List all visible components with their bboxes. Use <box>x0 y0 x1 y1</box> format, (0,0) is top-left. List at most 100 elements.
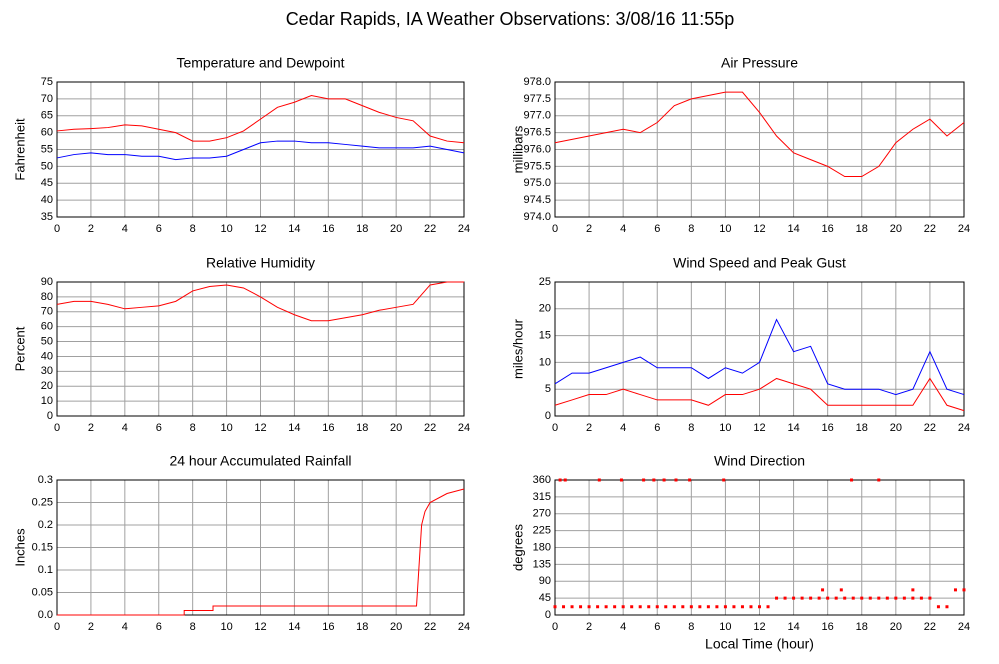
x-tick-label: 20 <box>890 621 902 633</box>
plot-frame <box>554 81 965 218</box>
data-point <box>953 588 957 592</box>
data-point <box>662 478 666 482</box>
y-tick-label: 45 <box>41 177 53 189</box>
x-tick-label: 14 <box>787 223 799 235</box>
y-tick-label: 15 <box>539 330 551 342</box>
data-point <box>839 588 843 592</box>
y-tick-label: 70 <box>41 93 53 105</box>
y-tick-label: 10 <box>539 356 551 368</box>
y-tick-label: 974.0 <box>523 211 551 223</box>
x-tick-label: 18 <box>356 621 368 633</box>
chart-title: 24 hour Accumulated Rainfall <box>169 453 351 469</box>
chart-title: Relative Humidity <box>206 255 315 271</box>
y-axis-label: Fahrenheit <box>12 118 27 181</box>
data-point <box>689 605 693 609</box>
x-tick-label: 24 <box>958 422 970 434</box>
y-tick-label: 270 <box>533 508 551 520</box>
x-tick-label: 8 <box>688 422 694 434</box>
y-tick-label: 5 <box>545 383 551 395</box>
x-tick-label: 14 <box>787 422 799 434</box>
data-point <box>792 596 796 600</box>
y-tick-label: 55 <box>41 143 53 155</box>
data-point <box>775 596 779 600</box>
data-point <box>563 478 567 482</box>
y-tick-label: 40 <box>41 350 53 362</box>
x-tick-label: 12 <box>254 621 266 633</box>
y-tick-label: 25 <box>539 276 551 288</box>
data-point <box>821 588 825 592</box>
page-title: Cedar Rapids, IA Weather Observations: 3… <box>286 9 735 29</box>
x-tick-label: 6 <box>156 621 162 633</box>
x-tick-label: 4 <box>122 621 128 633</box>
y-axis-label: miles/hour <box>510 318 525 379</box>
x-tick-label: 8 <box>688 223 694 235</box>
data-point <box>672 605 676 609</box>
y-axis-label: degrees <box>510 524 525 571</box>
data-point <box>850 478 854 482</box>
data-point <box>698 605 702 609</box>
data-point <box>766 605 770 609</box>
data-point <box>664 605 668 609</box>
data-point <box>688 478 692 482</box>
x-tick-label: 22 <box>424 223 436 235</box>
x-tick-label: 0 <box>54 223 60 235</box>
data-point <box>911 596 915 600</box>
data-point <box>621 605 625 609</box>
data-point <box>919 596 923 600</box>
data-point <box>715 605 719 609</box>
x-tick-label: 14 <box>288 621 300 633</box>
y-tick-label: 315 <box>533 491 551 503</box>
y-tick-label: 0 <box>545 410 551 422</box>
chart-title: Wind Speed and Peak Gust <box>673 255 846 271</box>
x-tick-label: 8 <box>190 223 196 235</box>
data-point <box>630 605 634 609</box>
x-tick-label: 18 <box>356 223 368 235</box>
x-tick-label: 2 <box>586 621 592 633</box>
x-tick-label: 24 <box>458 422 470 434</box>
y-axis-label: millibars <box>510 125 525 173</box>
x-tick-label: 20 <box>390 422 402 434</box>
data-point <box>809 596 813 600</box>
data-point <box>877 596 881 600</box>
x-tick-label: 22 <box>924 621 936 633</box>
x-tick-label: 18 <box>356 422 368 434</box>
data-point <box>868 596 872 600</box>
data-point <box>928 596 932 600</box>
x-tick-label: 14 <box>288 422 300 434</box>
y-tick-label: 60 <box>41 127 53 139</box>
x-tick-label: 6 <box>156 223 162 235</box>
data-line <box>56 281 464 322</box>
plot-frame <box>56 81 465 218</box>
y-tick-label: 65 <box>41 110 53 122</box>
y-tick-label: 50 <box>41 160 53 172</box>
data-point <box>749 605 753 609</box>
y-tick-label: 50 <box>41 335 53 347</box>
x-tick-label: 16 <box>822 621 834 633</box>
data-point <box>877 478 881 482</box>
x-tick-label: 2 <box>88 621 94 633</box>
plot-frame <box>56 281 465 417</box>
data-point <box>647 605 651 609</box>
data-point <box>894 596 898 600</box>
y-tick-label: 977.0 <box>523 110 551 122</box>
data-point <box>674 478 678 482</box>
x-tick-label: 16 <box>822 422 834 434</box>
y-tick-label: 0.15 <box>32 541 53 553</box>
y-tick-label: 90 <box>41 276 53 288</box>
data-line <box>554 318 965 396</box>
x-tick-label: 16 <box>322 223 334 235</box>
x-tick-label: 14 <box>787 621 799 633</box>
y-tick-label: 60 <box>41 321 53 333</box>
data-point <box>638 605 642 609</box>
data-point <box>655 605 659 609</box>
data-point <box>826 596 830 600</box>
plot-frame <box>56 479 465 616</box>
x-tick-label: 10 <box>220 422 232 434</box>
data-point <box>851 596 855 600</box>
chart-title: Temperature and Dewpoint <box>176 55 344 71</box>
x-tick-label: 0 <box>552 223 558 235</box>
x-tick-label: 4 <box>122 223 128 235</box>
y-tick-label: 70 <box>41 306 53 318</box>
x-tick-label: 20 <box>390 223 402 235</box>
x-tick-label: 18 <box>856 621 868 633</box>
